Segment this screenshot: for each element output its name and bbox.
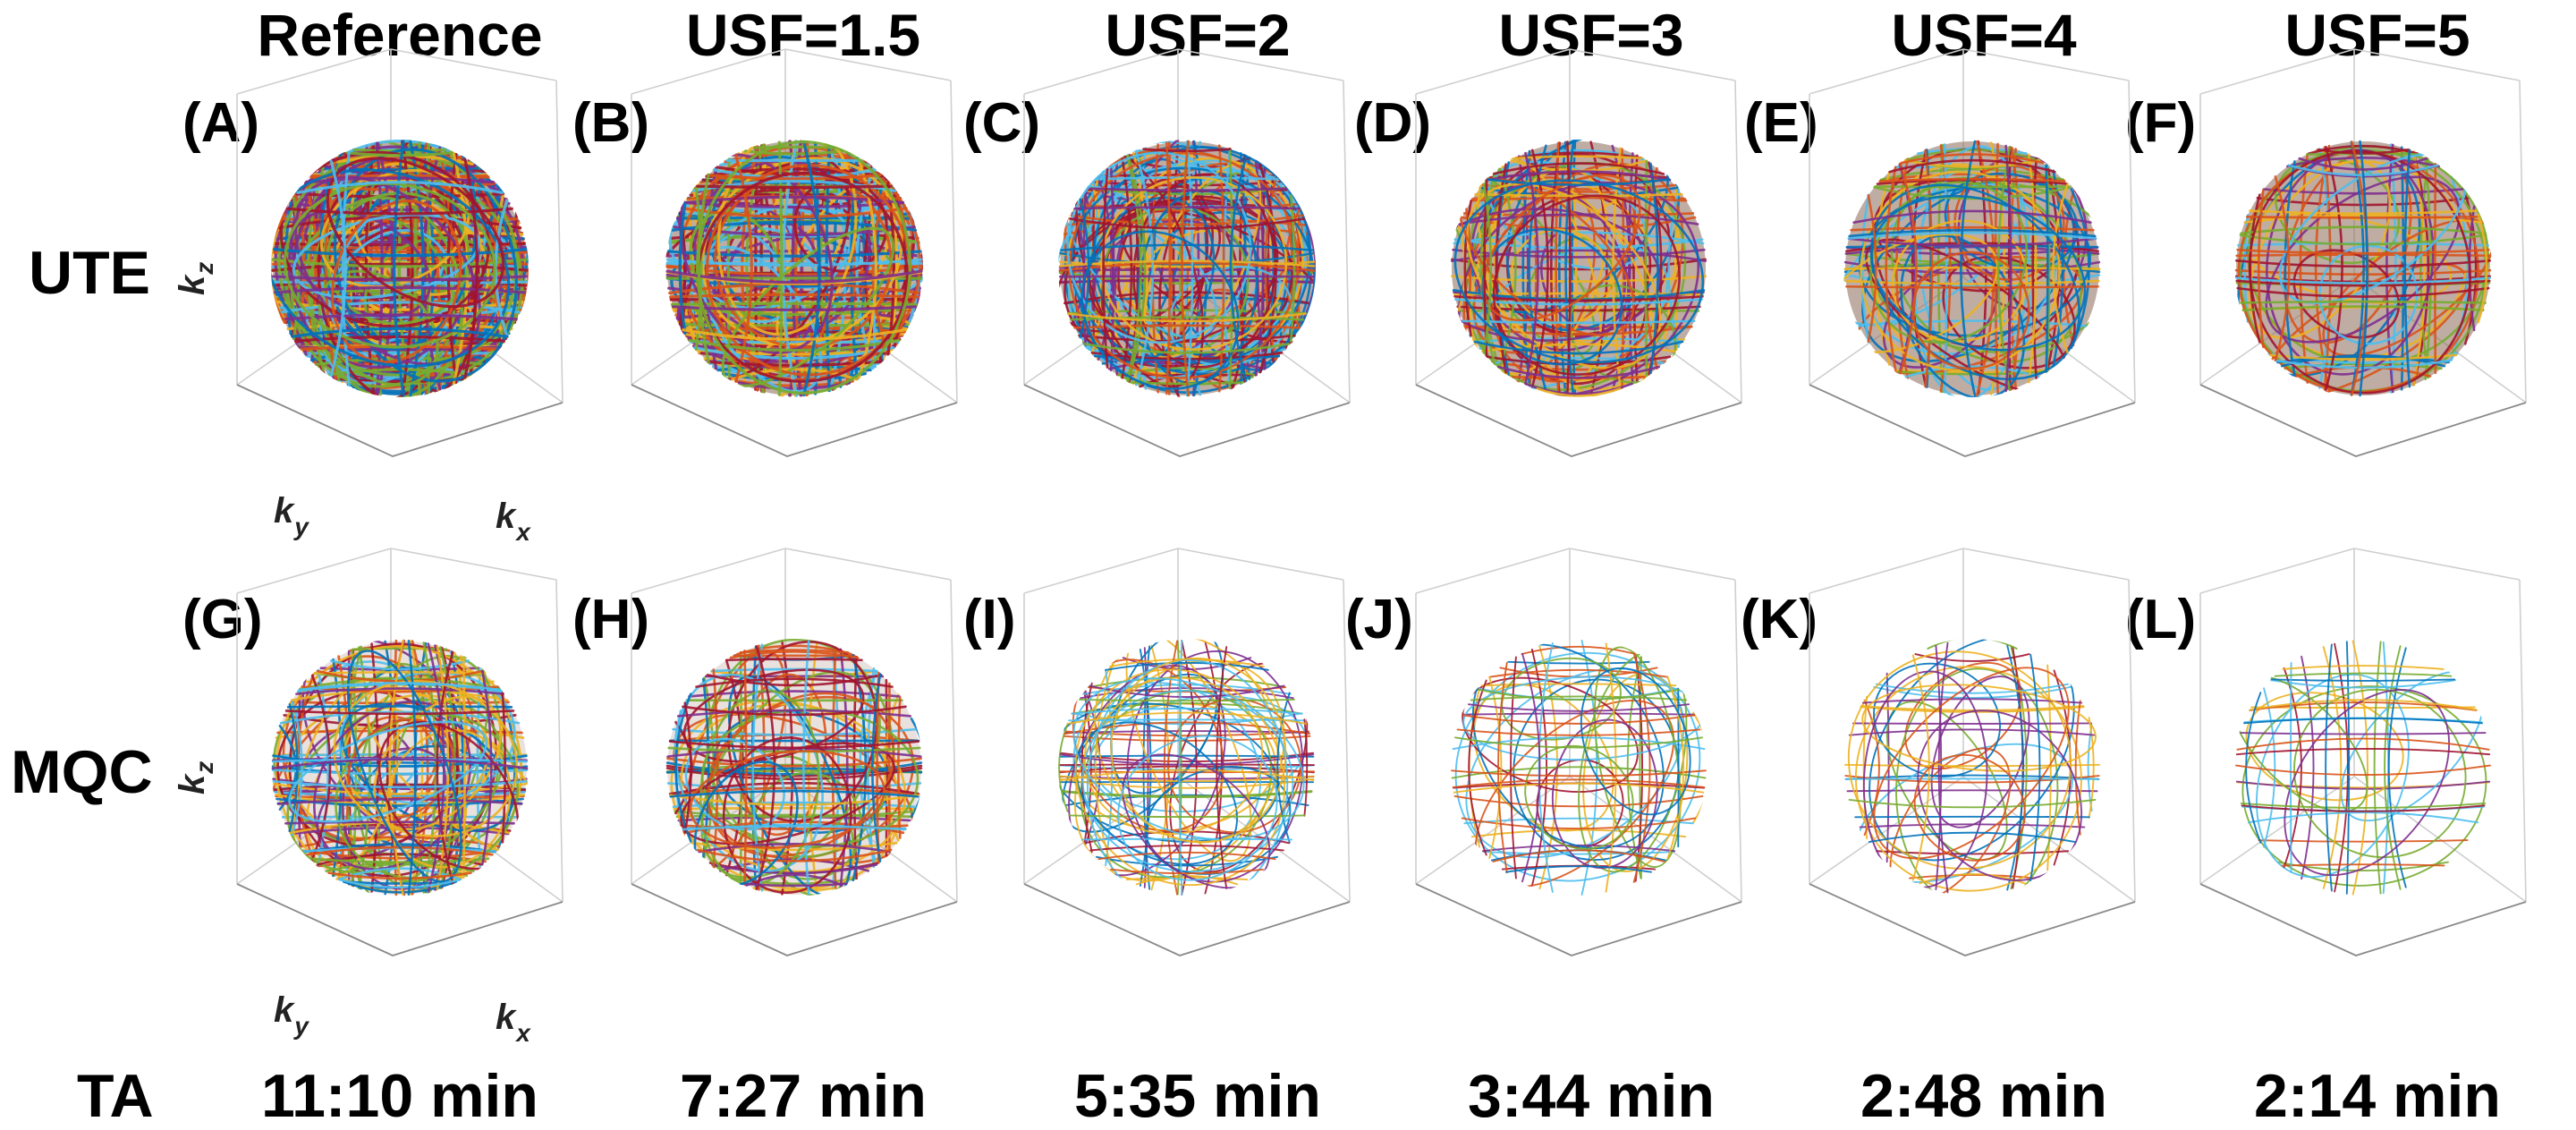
panel-letters: (A) (B) (C) (D) (E) (F) (G) (H) (I) (J) … [182,92,2196,650]
row-label-mqc: MQC [11,738,153,806]
ta-value-usf-3: 3:44 min [1468,1062,1715,1130]
svg-text:kz: kz [173,761,218,794]
panel-label-i: (I) [963,589,1016,650]
column-titles: Reference USF=1.5 USF=2 USF=3 USF=4 USF=… [257,2,2470,68]
panel-label-k: (K) [1741,589,1818,650]
axis-label-ky-mqc: ky [274,990,309,1040]
ta-label: TA [77,1062,154,1130]
column-title-reference: Reference [257,2,542,68]
panels [236,48,2527,956]
trajectory-panel-h [631,548,958,956]
column-title-usf-4: USF=4 [1891,2,2077,68]
panel-label-f: (F) [2125,92,2196,154]
trajectory-panel-f [2199,48,2527,457]
axis-label-kz-mqc: kz [173,761,218,794]
trajectory-panel-a [236,48,564,457]
column-title-usf-5: USF=5 [2284,2,2470,68]
ta-value-usf-4: 2:48 min [1860,1062,2107,1130]
acquisition-time-row: TA 11:10 min 7:27 min 5:35 min 3:44 min … [77,1062,2501,1130]
panel-label-b: (B) [572,92,649,154]
trajectory-panel-l [2199,548,2527,956]
trajectory-panel-d [1415,48,1742,457]
panel-label-e: (E) [1744,92,1818,154]
panel-label-c: (C) [963,92,1040,154]
panel-label-a: (A) [182,92,259,154]
svg-text:kz: kz [173,262,218,295]
ta-value-usf-1-5: 7:27 min [680,1062,927,1130]
panel-label-h: (H) [572,589,649,650]
panel-label-g: (G) [182,589,263,650]
axis-labels-row-1: kz ky kx [173,262,531,546]
trajectory-panel-k [1809,548,2136,956]
trajectory-panel-c [1023,48,1351,457]
trajectory-panel-b [631,48,958,457]
panel-label-j: (J) [1345,589,1413,650]
axis-label-kz-ute: kz [173,262,218,295]
column-title-usf-2: USF=2 [1105,2,1290,68]
trajectory-panel-g [236,548,564,956]
ta-value-usf-2: 5:35 min [1074,1062,1321,1130]
trajectory-panel-e [1809,48,2136,457]
ta-value-reference: 11:10 min [261,1062,538,1130]
panel-label-l: (L) [2125,589,2196,650]
column-title-usf-1-5: USF=1.5 [686,2,920,68]
axis-label-kx-ute: kx [496,497,531,546]
axis-label-ky-ute: ky [274,491,309,540]
ta-value-usf-5: 2:14 min [2254,1062,2501,1130]
trajectory-panel-i [1023,548,1351,956]
trajectory-panel-j [1415,548,1742,956]
axis-labels-row-2: kz ky kx [173,761,531,1047]
axis-label-kx-mqc: kx [496,998,531,1047]
panel-label-d: (D) [1354,92,1431,154]
row-label-ute: UTE [29,239,150,307]
column-title-usf-3: USF=3 [1498,2,1683,68]
